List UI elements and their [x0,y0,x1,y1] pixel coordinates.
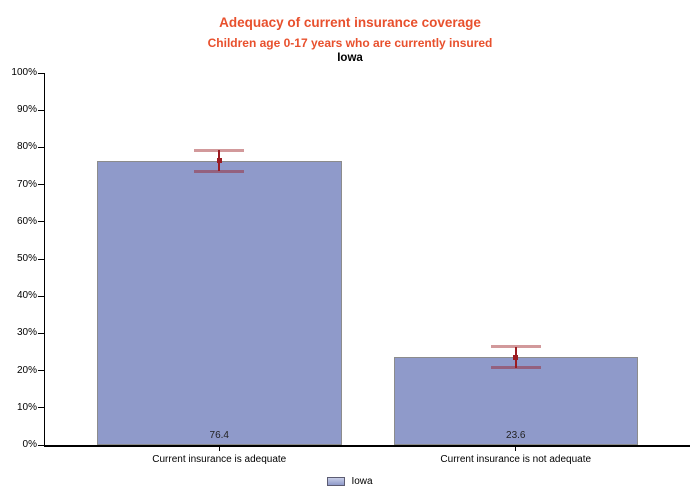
y-tick-label: 30% [16,327,37,339]
y-tick-label: 0% [22,439,37,450]
bar [393,357,638,445]
error-bar-cap-top [194,148,245,152]
y-tick-mark [38,72,45,74]
y-tick-mark [38,407,45,409]
error-bar-cap-bottom [490,366,541,370]
plot-area: 0% 10% 20% 30% 40% 50% 60% 70% 80% 90% 100% 76.4 Cur… [11,67,690,465]
y-tick-label: 20% [16,364,37,376]
legend-swatch-icon [327,476,346,486]
y-tick-label: 70% [16,178,37,190]
chart-subtitle: Children age 0-17 years who are currentl… [207,36,493,50]
error-bar-cap-top [490,345,541,349]
y-tick-label: 40% [16,290,37,302]
y-tick-mark [38,184,45,186]
y-tick-mark [38,146,45,148]
chart-title: Adequacy of current insurance coverage [219,15,481,30]
error-bar-mean-marker [216,158,222,164]
bar-value-label: 23.6 [506,430,526,441]
y-tick-label: 50% [16,253,37,264]
x-tick-mark [218,445,220,451]
bar-value-label: 76.4 [209,430,229,441]
y-tick-mark [38,258,45,260]
y-tick-mark [38,221,45,223]
y-tick-mark [38,109,45,111]
legend: Iowa [0,473,700,489]
y-tick-mark [38,444,45,446]
y-tick-mark [38,370,45,372]
y-tick-mark [38,332,45,334]
error-bar-mean-marker [513,354,519,360]
y-tick-mark [38,295,45,297]
x-axis-category-label: Current insurance is not adequate [440,454,592,465]
y-tick-label: 10% [16,401,37,413]
x-axis-category-label: Current insurance is adequate [152,454,287,465]
error-bar-cap-bottom [194,169,245,173]
y-tick-label: 60% [16,215,37,227]
bar [97,160,342,445]
x-tick-mark [515,445,517,451]
legend-label: Iowa [351,475,373,487]
y-tick-label: 100% [11,67,37,78]
y-tick-label: 80% [16,141,37,153]
chart-region-label: Iowa [337,52,363,64]
y-tick-label: 90% [16,104,37,116]
